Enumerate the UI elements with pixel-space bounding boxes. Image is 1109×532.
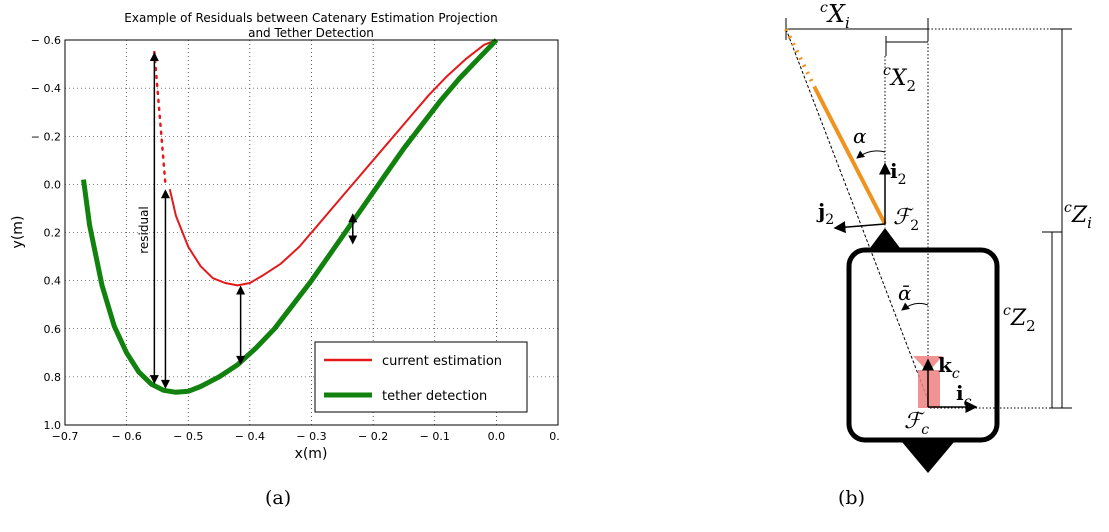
y-axis-label: y(m): [10, 216, 26, 249]
plot-frame: [64, 39, 559, 426]
y-tick-label: − 0.4: [31, 82, 61, 95]
figure-b: cXi cX2 cZi cZ2 α ᾱ i2 j2 ℱ2 kc: [770, 0, 1109, 528]
residual-arrows: [149, 52, 358, 389]
chart-ticks: −0.7 − 0.6 − 0.5 − 0.4 − 0.3 − 0.2 − 0.1 0.0 0.1…: [31, 34, 567, 443]
legend-label-current-estimation: current estimation: [382, 354, 502, 369]
chart-title-line: Example of Residuals between Catenary Es…: [124, 11, 497, 25]
y-tick-label: 0.4: [44, 275, 62, 288]
x-tick-label: − 0.6: [112, 430, 142, 443]
residual-arrowhead: [348, 235, 358, 245]
camera-tether-diagram: cXi cX2 cZi cZ2 α ᾱ i2 j2 ℱ2 kc: [784, 0, 1092, 473]
f2-label: ℱ2: [893, 205, 919, 234]
bottom-triangle: [902, 442, 954, 473]
alpha-label: α: [853, 124, 867, 148]
alpha-bar-label: ᾱ: [898, 281, 912, 305]
xi-label: cXi: [820, 0, 850, 32]
caption-b: (b): [838, 487, 865, 509]
x-tick-label: − 0.5: [173, 430, 203, 443]
z2-label: cZ2: [1003, 303, 1036, 335]
series-line-tether-detection: [81, 38, 499, 395]
sight-line: [785, 28, 929, 401]
legend-box: [314, 341, 528, 413]
residual-chart: Example of Residuals between Catenary Es…: [10, 11, 567, 462]
residual-arrowhead: [348, 213, 358, 223]
alpha-bar-arc: [901, 302, 929, 311]
residual-arrowhead: [236, 355, 246, 365]
chart-legend: current estimation tether detection: [314, 341, 528, 413]
x-tick-label: −0.7: [52, 430, 79, 443]
residual-arrowhead: [160, 189, 170, 199]
y-tick-label: 1.0: [44, 419, 62, 432]
x2-label: cX2: [883, 63, 916, 95]
x-tick-label: − 0.1: [420, 430, 450, 443]
i2-label: i2: [890, 159, 907, 188]
chart-series: [81, 38, 499, 395]
residual-arrowhead: [149, 52, 159, 62]
caption-a: (a): [265, 487, 292, 509]
chart-title: Example of Residuals between Catenary Es…: [124, 11, 497, 40]
series-line-current-estimation: [168, 39, 497, 287]
x-tick-label: − 0.4: [235, 430, 265, 443]
drone-body: [846, 247, 1000, 443]
tether-segment: [813, 87, 887, 225]
y-tick-label: 0.2: [44, 227, 62, 240]
y-tick-label: 0.8: [44, 371, 62, 384]
y-tick-label: − 0.2: [31, 130, 61, 143]
ic-label: ic: [956, 381, 972, 410]
y-tick-label: 0.0: [44, 178, 62, 191]
camera-body: [918, 370, 940, 408]
x-tick-label: − 0.2: [358, 430, 388, 443]
fc-label: ℱc: [904, 409, 929, 438]
legend-label-tether-detection: tether detection: [382, 389, 487, 404]
y-tick-label: 0.6: [44, 323, 62, 336]
j2-label: j2: [816, 199, 834, 228]
kc-label: kc: [938, 353, 960, 382]
residual-arrowhead: [236, 285, 246, 295]
x-tick-label: − 0.3: [296, 430, 326, 443]
residual-annotation: residual: [137, 206, 151, 254]
residual-arrowhead: [149, 375, 159, 385]
x-tick-label: 0.1: [549, 430, 560, 443]
x-tick-label: 0.0: [488, 430, 506, 443]
chart-title-line: and Tether Detection: [248, 26, 374, 40]
top-attach-triangle: [870, 228, 900, 248]
y-tick-label: − 0.6: [31, 34, 61, 47]
alpha-arc: [856, 150, 886, 159]
zi-label: cZi: [1064, 200, 1092, 232]
residual-arrowhead: [160, 379, 170, 389]
figure-a: Example of Residuals between Catenary Es…: [10, 11, 567, 509]
tether-dotted-segment: [784, 28, 817, 89]
estimation-dotted-extension: [153, 50, 167, 186]
x-axis-label: x(m): [295, 446, 328, 462]
j2-axis-arrow: [833, 221, 886, 234]
